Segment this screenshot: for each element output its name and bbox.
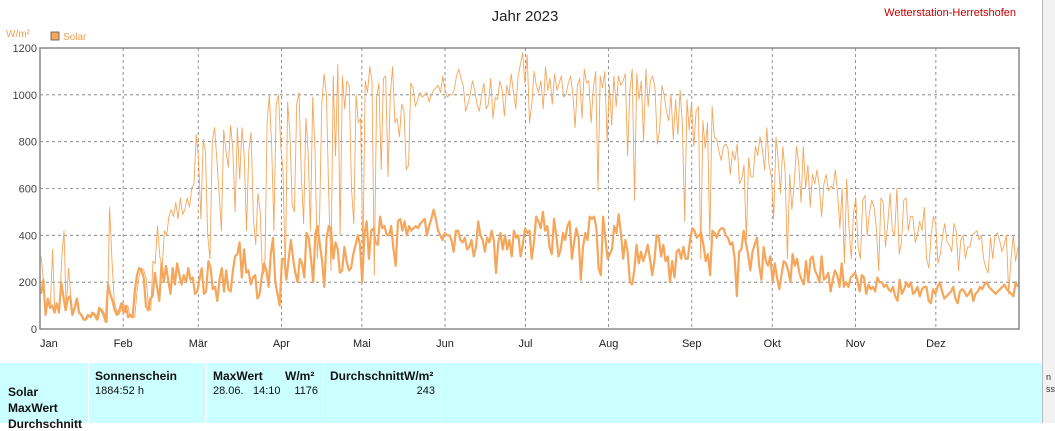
maxvalue-date: 28.06.	[213, 385, 244, 397]
row-label-durchschnitt: Durchschnitt	[8, 417, 82, 431]
x-tick-label: Dez	[926, 338, 946, 350]
legend-label: Solar	[63, 32, 87, 43]
y-tick-label: 0	[31, 324, 37, 336]
series-layer	[41, 53, 1018, 322]
row-label-maxwert: MaxWert	[8, 401, 58, 415]
x-tick-label: Sep	[682, 338, 702, 350]
x-tick-label: Jun	[436, 338, 454, 350]
x-tick-label: Okt	[764, 338, 781, 350]
maxvalue-value: 1176	[294, 385, 318, 397]
sunshine-header: Sonnenschein	[95, 369, 177, 383]
right-edge-strip	[1042, 0, 1055, 423]
solar-mean-line	[41, 210, 1018, 322]
x-tick-label: Mär	[189, 338, 208, 350]
y-tick-label: 1200	[13, 43, 37, 55]
x-tick-label: Mai	[353, 338, 371, 350]
average-header: DurchschnittW/m²	[330, 369, 433, 383]
legend-swatch	[51, 32, 59, 40]
x-tick-label: Nov	[846, 338, 866, 350]
station-name: Wetterstation-Herretshofen	[884, 7, 1016, 19]
stats-panel: Solar MaxWert Durchschnitt Sonnenschein …	[0, 363, 1042, 423]
right-edge-text-1: n	[1046, 372, 1051, 382]
x-tick-label: Feb	[114, 338, 133, 350]
solar-chart: Jahr 2023 Wetterstation-Herretshofen W/m…	[0, 0, 1042, 363]
x-tick-label: Jul	[518, 338, 532, 350]
y-tick-label: 600	[19, 184, 37, 196]
maxvalue-header: MaxWert	[213, 369, 263, 383]
axis-labels: 0 200 400 600 800 1000 1200 Jan Feb Mär Apr Mai Jun J…	[13, 43, 946, 350]
maxvalue-unit: W/m²	[285, 369, 314, 383]
row-label-solar: Solar	[8, 385, 38, 399]
chart-title: Jahr 2023	[492, 8, 559, 25]
right-edge-text-2: ss	[1046, 384, 1055, 394]
y-tick-label: 400	[19, 230, 37, 242]
x-tick-label: Jan	[40, 338, 58, 350]
maxvalue-time: 14:10	[253, 385, 281, 397]
solar-max-line	[41, 53, 1018, 322]
average-value: 243	[417, 385, 435, 397]
y-axis-unit: W/m²	[6, 29, 31, 40]
maxvalue-column: MaxWert W/m² 28.06. 14:10 1176	[206, 363, 324, 423]
y-tick-label: 200	[19, 277, 37, 289]
sunshine-column: Sonnenschein 1884:52 h	[88, 363, 207, 423]
average-column: DurchschnittW/m² 243	[323, 363, 442, 423]
x-tick-label: Apr	[273, 338, 290, 350]
y-tick-label: 800	[19, 137, 37, 149]
sunshine-value: 1884:52 h	[95, 385, 144, 397]
x-tick-label: Aug	[599, 338, 619, 350]
y-tick-label: 1000	[13, 90, 37, 102]
